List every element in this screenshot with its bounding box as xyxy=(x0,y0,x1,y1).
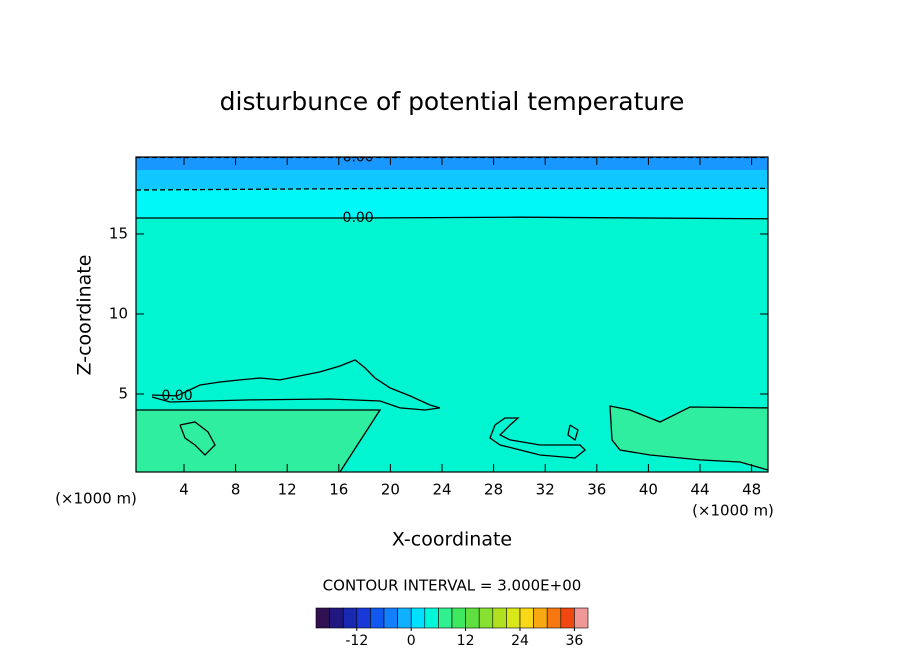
colorbar-cell xyxy=(383,607,398,629)
colorbar-cell xyxy=(506,607,521,629)
contour-line xyxy=(489,417,587,459)
x-tick-label: 8 xyxy=(231,481,241,499)
fill-region xyxy=(136,189,768,219)
fill-region xyxy=(136,157,768,170)
plot-frame xyxy=(135,156,769,473)
colorbar-tick-label: 36 xyxy=(565,633,583,649)
x-axis-label: X-coordinate xyxy=(392,529,512,551)
colorbar-cell xyxy=(342,607,358,629)
colorbar-cell xyxy=(478,607,494,629)
contour-line xyxy=(567,424,579,441)
colorbar-cell xyxy=(546,607,562,629)
colorbar-cell xyxy=(519,607,534,629)
y-tick-label: 10 xyxy=(109,304,128,322)
fill-region xyxy=(136,170,768,190)
contour-line xyxy=(151,359,441,411)
colorbar-cell xyxy=(465,607,480,629)
x-tick-label: 48 xyxy=(742,481,761,499)
y-axis-label: Z-coordinate xyxy=(74,255,96,376)
x-tick-label: 20 xyxy=(381,481,400,499)
y-tick-label: 15 xyxy=(109,224,128,242)
x-tick-label: 36 xyxy=(587,481,606,499)
colorbar-cell xyxy=(574,607,589,629)
y-tick-label: 5 xyxy=(118,384,128,402)
colorbar-tick-label: 24 xyxy=(511,633,529,649)
contour-label: 0.00 xyxy=(343,210,374,226)
colorbar-cell xyxy=(329,607,344,629)
x-tick-label: 4 xyxy=(179,481,189,499)
colorbar-cell xyxy=(438,607,453,629)
colorbar-cell xyxy=(397,607,412,629)
x-tick-label: 32 xyxy=(536,481,555,499)
contour-label: 6.00 xyxy=(343,149,374,165)
colorbar-cell xyxy=(315,607,330,629)
colorbar-cell xyxy=(356,607,371,629)
x-unit-label: (×1000 m) xyxy=(692,502,774,520)
contour-line xyxy=(136,216,768,220)
contour-line xyxy=(179,421,216,456)
chart-title: disturbunce of potential temperature xyxy=(220,87,685,116)
x-tick-label: 44 xyxy=(690,481,709,499)
fill-region xyxy=(610,406,768,470)
x-tick-label: 24 xyxy=(432,481,451,499)
colorbar-tick-label: -12 xyxy=(345,633,368,649)
colorbar-cell xyxy=(370,607,385,629)
x-tick-label: 40 xyxy=(639,481,658,499)
colorbar-cell xyxy=(560,607,575,629)
colorbar-cell xyxy=(410,607,426,629)
x-unit-label: (×1000 m) xyxy=(55,490,137,508)
contour-line xyxy=(136,187,768,191)
fill-region xyxy=(136,157,768,472)
x-tick-label: 28 xyxy=(484,481,503,499)
contour-label: 0.00 xyxy=(161,388,192,404)
fill-region xyxy=(136,410,380,472)
colorbar-cell xyxy=(424,607,439,629)
plot-area: 6.00 0.00 0.00 xyxy=(136,149,768,472)
colorbar-tick-label: 12 xyxy=(457,633,475,649)
x-tick-label: 12 xyxy=(278,481,297,499)
x-tick-label: 16 xyxy=(329,481,348,499)
contour-line xyxy=(136,409,382,472)
contour-line xyxy=(609,405,768,471)
colorbar-cell xyxy=(533,607,548,629)
colorbar-cell xyxy=(451,607,466,629)
colorbar-tick-label: 0 xyxy=(407,633,416,649)
colorbar-cell xyxy=(492,607,507,629)
colorbar-title: CONTOUR INTERVAL = 3.000E+00 xyxy=(323,577,582,595)
